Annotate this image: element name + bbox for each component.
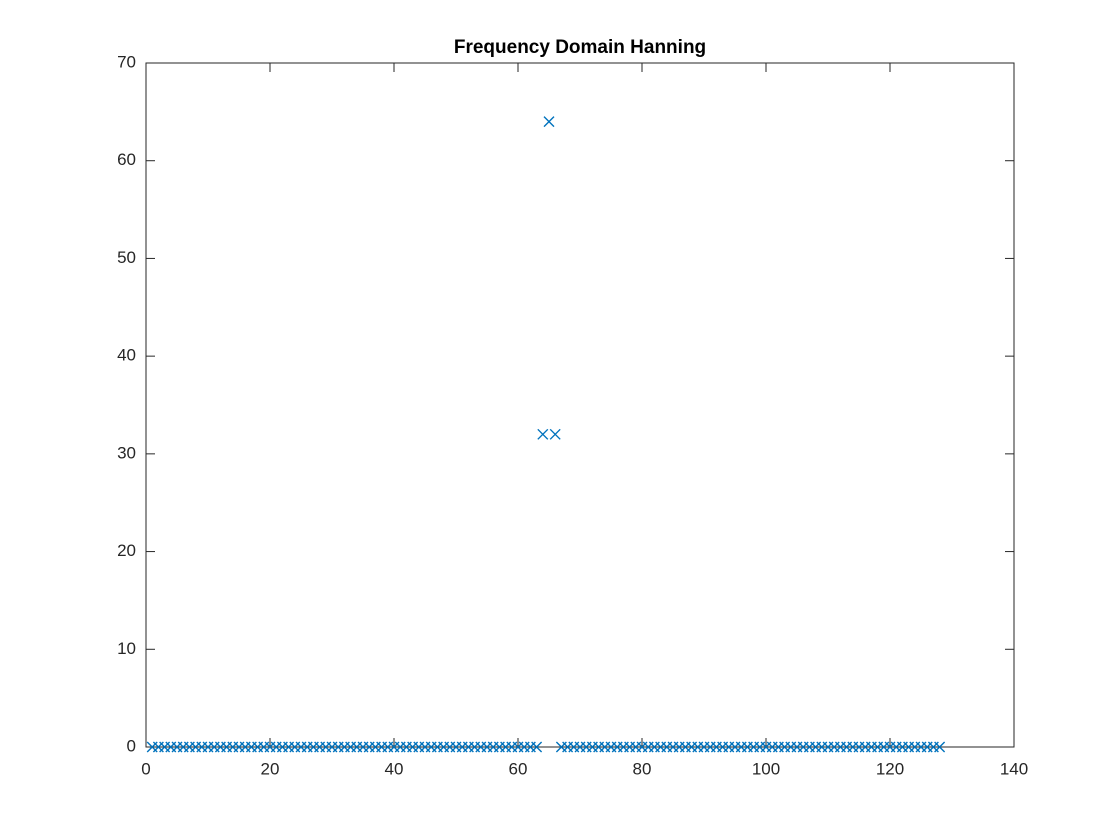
x-tick-label: 0 xyxy=(141,759,150,778)
marker xyxy=(543,116,555,128)
x-tick-label: 20 xyxy=(261,759,280,778)
marker xyxy=(537,428,549,440)
y-tick-label: 30 xyxy=(117,443,136,462)
marker xyxy=(549,428,561,440)
y-tick-label: 60 xyxy=(117,150,136,169)
y-tick-label: 70 xyxy=(117,52,136,71)
y-tick-label: 50 xyxy=(117,248,136,267)
x-tick-label: 140 xyxy=(1000,759,1028,778)
x-tick-label: 60 xyxy=(509,759,528,778)
chart-title: Frequency Domain Hanning xyxy=(454,37,706,58)
y-tick-label: 10 xyxy=(117,639,136,658)
plot-area xyxy=(145,62,1015,748)
x-tick-label: 40 xyxy=(385,759,404,778)
x-tick-label: 80 xyxy=(633,759,652,778)
y-tick-label: 20 xyxy=(117,541,136,560)
marker xyxy=(934,741,946,753)
marker xyxy=(531,741,543,753)
y-tick-label: 0 xyxy=(127,736,136,755)
x-tick-label: 100 xyxy=(752,759,780,778)
x-tick-label: 120 xyxy=(876,759,904,778)
y-tick-label: 40 xyxy=(117,346,136,365)
